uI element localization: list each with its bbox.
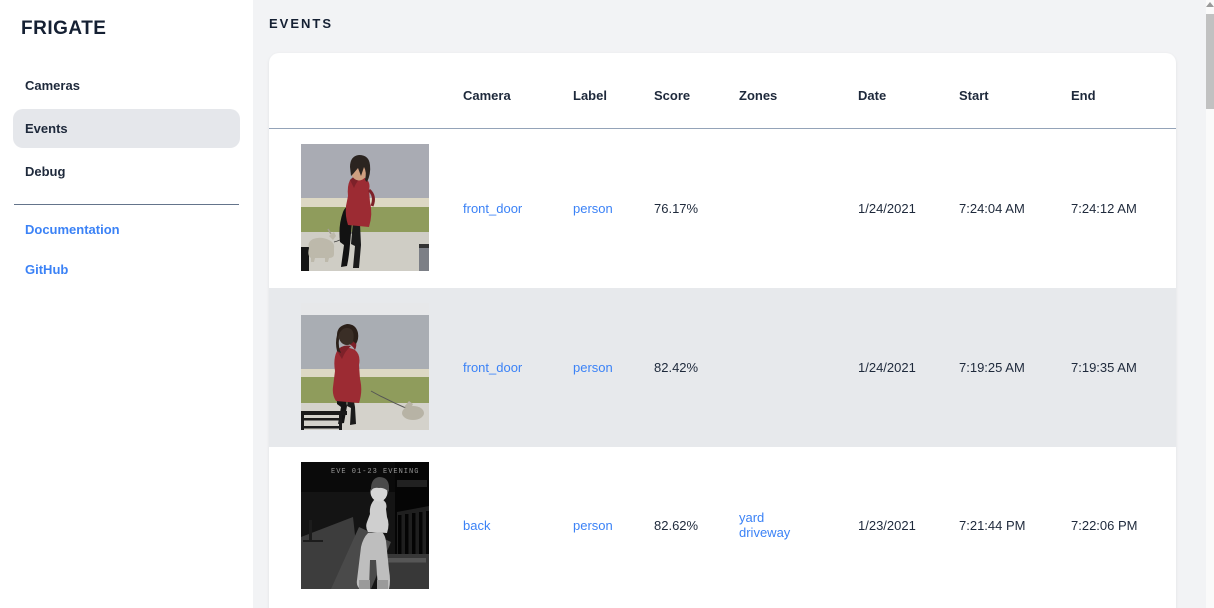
svg-text:EVE 01-23 EVENING: EVE 01-23 EVENING — [331, 468, 419, 476]
